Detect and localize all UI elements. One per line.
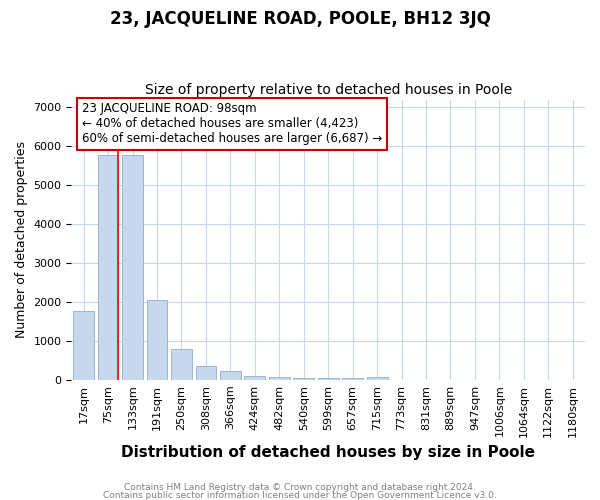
Text: 23, JACQUELINE ROAD, POOLE, BH12 3JQ: 23, JACQUELINE ROAD, POOLE, BH12 3JQ [110,10,490,28]
Bar [342,378,363,380]
X-axis label: Distribution of detached houses by size in Poole: Distribution of detached houses by size … [121,445,535,460]
Bar [98,155,118,380]
Bar [244,376,265,380]
Text: Contains public sector information licensed under the Open Government Licence v3: Contains public sector information licen… [103,490,497,500]
Text: 23 JACQUELINE ROAD: 98sqm
← 40% of detached houses are smaller (4,423)
60% of se: 23 JACQUELINE ROAD: 98sqm ← 40% of detac… [82,102,382,146]
Bar [220,371,241,380]
Bar [367,376,388,380]
Bar [196,366,217,380]
Bar [318,378,338,380]
Title: Size of property relative to detached houses in Poole: Size of property relative to detached ho… [145,83,512,97]
Bar [293,378,314,380]
Y-axis label: Number of detached properties: Number of detached properties [15,141,28,338]
Text: Contains HM Land Registry data © Crown copyright and database right 2024.: Contains HM Land Registry data © Crown c… [124,484,476,492]
Bar [171,348,192,380]
Bar [73,310,94,380]
Bar [269,377,290,380]
Bar [146,300,167,380]
Bar [122,155,143,380]
